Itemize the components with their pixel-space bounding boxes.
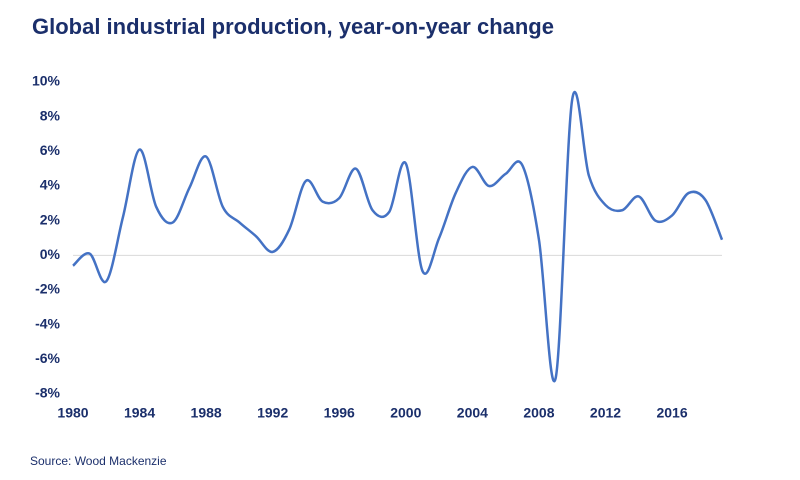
y-tick-label: 4% (40, 177, 61, 193)
chart-title: Global industrial production, year-on-ye… (32, 14, 554, 39)
y-tick-label: -2% (35, 281, 60, 297)
x-tick-label: 2016 (656, 405, 687, 421)
x-tick-label: 2012 (590, 405, 621, 421)
y-tick-label: -8% (35, 385, 60, 401)
y-tick-label: 0% (40, 246, 61, 262)
data-line (72, 90, 724, 383)
x-tick-label: 1988 (191, 405, 222, 421)
y-tick-label: 10% (32, 73, 61, 89)
x-tick-label: 2004 (457, 405, 488, 421)
y-tick-label: 6% (40, 142, 61, 158)
x-tick-label: 1996 (324, 405, 355, 421)
x-tick-label: 2008 (523, 405, 554, 421)
x-tick-label: 1980 (57, 405, 88, 421)
y-tick-label: 2% (40, 211, 61, 227)
y-tick-label: -6% (35, 350, 60, 366)
y-tick-label: -4% (35, 315, 60, 331)
source-note: Source: Wood Mackenzie (30, 454, 167, 468)
y-tick-label: 8% (40, 107, 61, 123)
x-tick-label: 2000 (390, 405, 421, 421)
x-tick-label: 1984 (124, 405, 155, 421)
x-tick-label: 1992 (257, 405, 288, 421)
